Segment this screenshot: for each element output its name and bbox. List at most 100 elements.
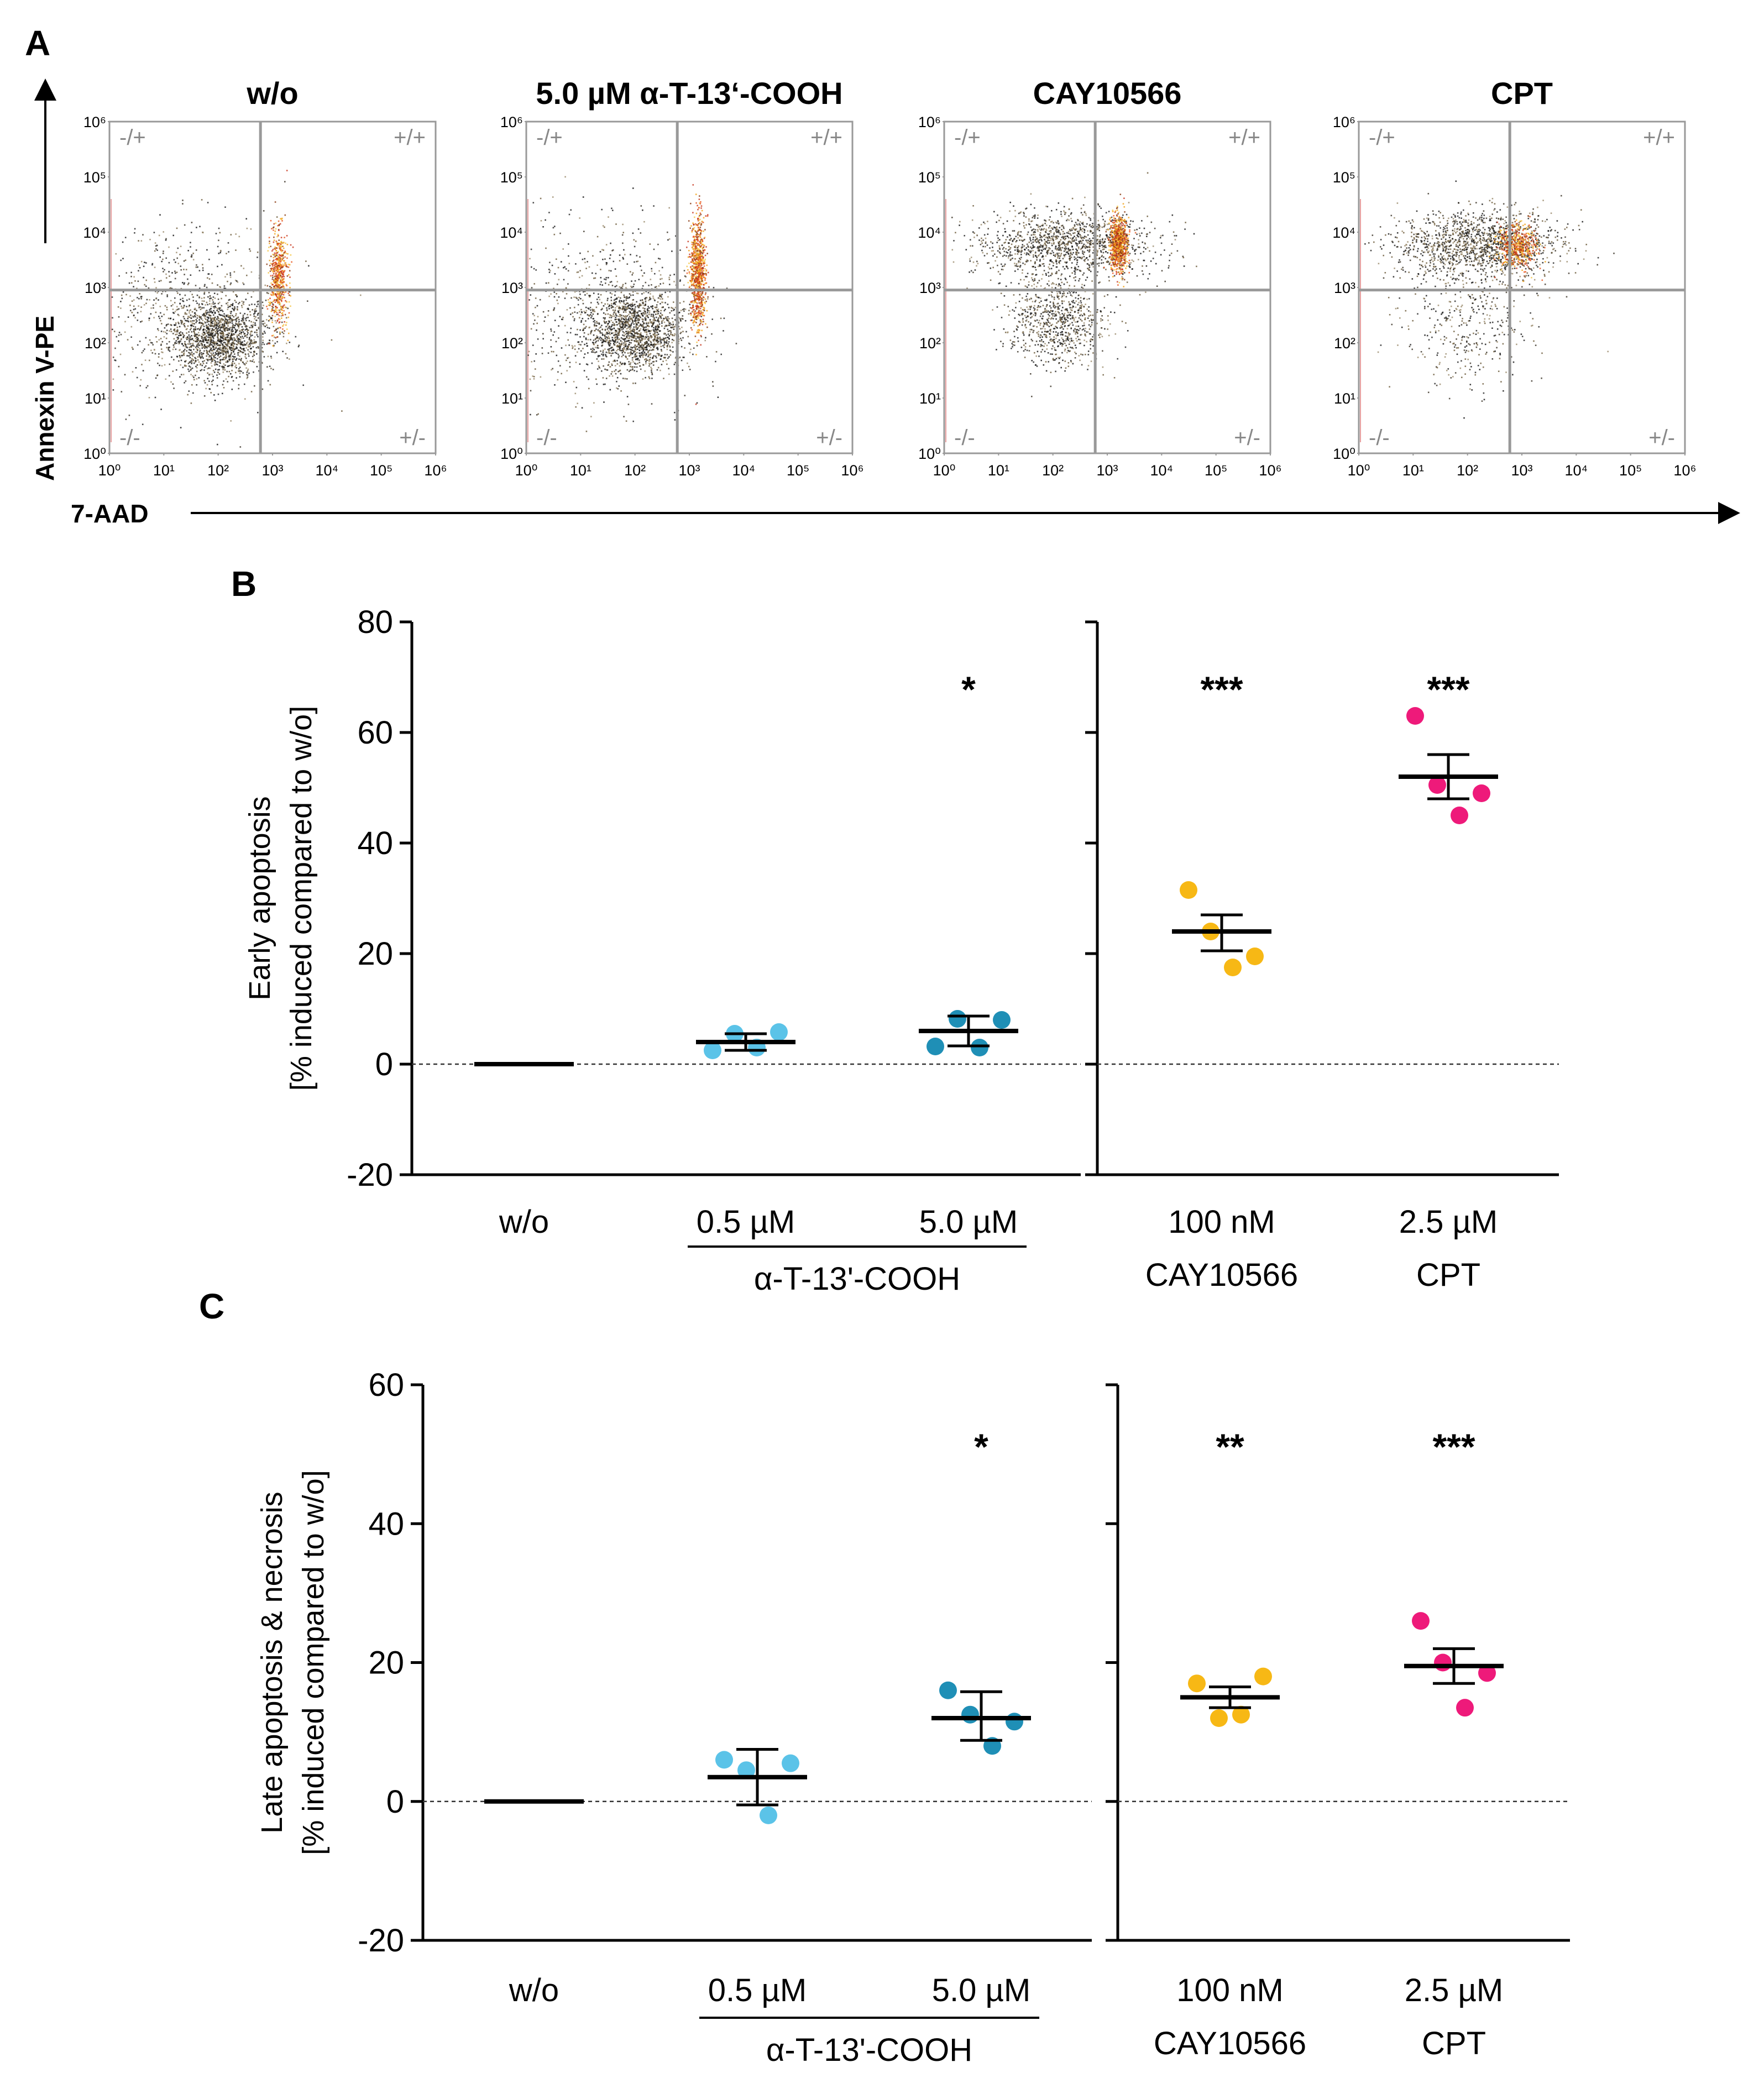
- event-dot: [593, 351, 594, 353]
- event-dot: [653, 344, 655, 346]
- event-dot: [212, 346, 214, 348]
- event-dot: [616, 363, 619, 365]
- event-dot: [278, 256, 280, 258]
- event-dot: [653, 339, 655, 341]
- event-dot: [214, 341, 216, 343]
- event-dot: [210, 317, 211, 319]
- event-dot: [174, 278, 176, 280]
- event-dot: [660, 342, 662, 344]
- event-dot: [587, 314, 589, 316]
- event-dot: [211, 380, 213, 383]
- event-dot: [275, 261, 277, 263]
- event-dot: [609, 327, 611, 329]
- event-dot: [666, 334, 667, 336]
- event-dot: [684, 347, 685, 349]
- event-dot: [658, 317, 659, 319]
- event-dot: [641, 287, 643, 290]
- event-dot: [616, 330, 617, 332]
- event-dot: [271, 263, 273, 265]
- event-dot: [175, 272, 176, 274]
- event-dot: [207, 323, 210, 325]
- event-dot: [279, 276, 281, 278]
- event-dot: [244, 333, 245, 334]
- event-dot: [601, 302, 603, 303]
- event-dot: [200, 316, 202, 318]
- event-dot: [281, 217, 283, 219]
- event-dot: [218, 253, 220, 254]
- event-dot: [588, 295, 590, 296]
- event-dot: [651, 403, 653, 405]
- event-dot: [656, 339, 658, 341]
- event-dot: [613, 302, 615, 304]
- event-dot: [227, 341, 229, 343]
- event-dot: [688, 365, 690, 368]
- event-dot: [130, 336, 132, 338]
- event-dot: [186, 313, 187, 315]
- event-dot: [579, 311, 580, 313]
- event-dot: [182, 333, 184, 336]
- event-dot: [240, 359, 242, 361]
- event-dot: [642, 336, 645, 338]
- event-dot: [269, 384, 271, 386]
- event-dot: [269, 297, 271, 300]
- event-dot: [696, 331, 698, 333]
- event-dot: [637, 311, 639, 313]
- event-dot: [154, 281, 156, 283]
- event-dot: [228, 328, 231, 329]
- event-dot: [628, 324, 630, 326]
- event-dot: [267, 380, 269, 382]
- event-dot: [187, 394, 189, 396]
- event-dot: [149, 339, 151, 341]
- event-dot: [274, 286, 275, 288]
- event-dot: [229, 327, 231, 328]
- event-dot: [271, 269, 273, 271]
- event-dot: [169, 363, 171, 365]
- event-dot: [646, 316, 648, 318]
- event-dot: [231, 320, 233, 322]
- event-dot: [653, 299, 656, 301]
- event-dot: [562, 318, 563, 321]
- x-tick-label: 10²: [207, 462, 229, 479]
- event-dot: [222, 371, 224, 373]
- event-dot: [591, 351, 593, 353]
- event-dot: [674, 357, 677, 359]
- event-dot: [225, 321, 227, 323]
- event-dot: [561, 261, 562, 263]
- event-dot: [278, 299, 280, 301]
- event-dot: [139, 341, 141, 342]
- event-dot: [552, 196, 554, 198]
- event-dot: [577, 402, 578, 405]
- event-dot: [581, 311, 583, 313]
- event-dot: [287, 253, 289, 255]
- event-dot: [214, 352, 217, 354]
- event-dot: [579, 290, 580, 292]
- event-dot: [252, 342, 253, 343]
- event-dot: [206, 362, 208, 364]
- event-dot: [642, 301, 644, 303]
- event-dot: [679, 357, 681, 358]
- event-dot: [222, 337, 224, 339]
- event-dot: [191, 354, 193, 356]
- event-dot: [274, 261, 276, 264]
- event-dot: [216, 385, 218, 387]
- event-dot: [180, 321, 182, 323]
- event-dot: [615, 314, 617, 316]
- event-dot: [218, 326, 221, 328]
- event-dot: [173, 259, 175, 261]
- event-dot: [261, 388, 264, 390]
- event-dot: [531, 287, 533, 289]
- event-dot: [182, 300, 185, 302]
- event-dot: [642, 350, 644, 352]
- event-dot: [531, 266, 532, 268]
- event-dot: [253, 371, 254, 373]
- event-dot: [277, 283, 279, 285]
- event-dot: [699, 251, 701, 253]
- event-dot: [588, 308, 590, 310]
- event-dot: [284, 260, 285, 262]
- event-dot: [284, 270, 286, 272]
- event-dot: [168, 271, 170, 273]
- event-dot: [281, 270, 283, 272]
- event-dot: [210, 332, 212, 334]
- event-dot: [274, 270, 275, 273]
- event-dot: [585, 326, 587, 328]
